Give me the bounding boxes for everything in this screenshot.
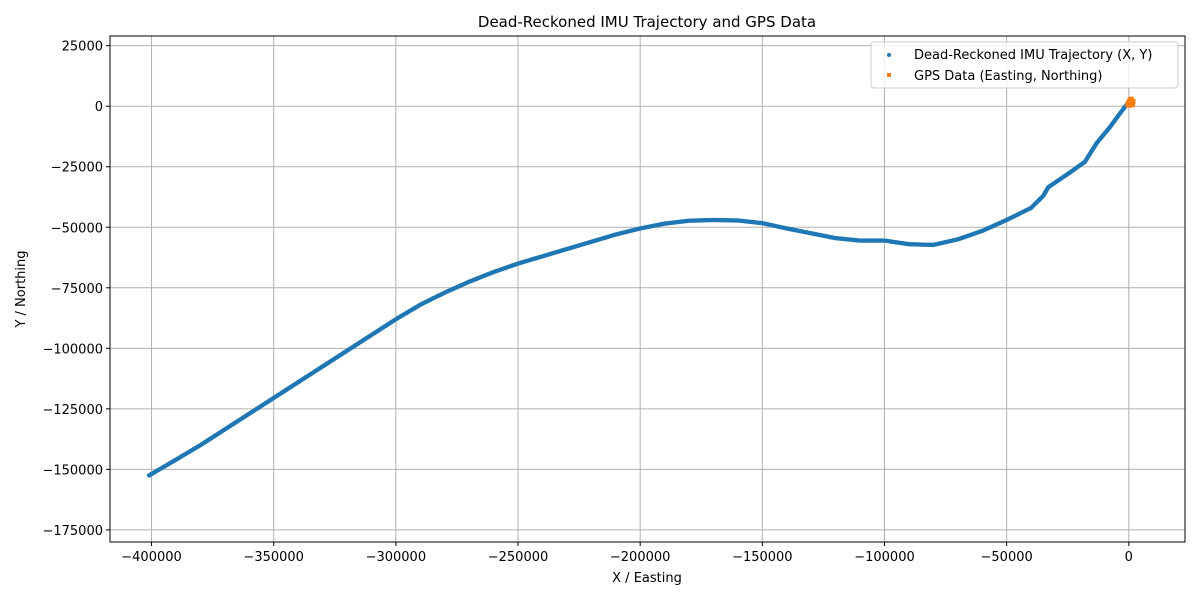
x-tick-label: −250000 [488,550,549,565]
y-axis-label: Y / Northing [14,250,29,328]
plot-frame [109,35,1186,543]
y-tick-label: −25000 [51,161,103,176]
x-tick-label: −50000 [981,550,1033,565]
y-tick-label: −100000 [42,342,103,357]
x-tick-label: −300000 [366,550,427,565]
data-points-layer [146,96,1136,478]
x-tick-label: −200000 [610,550,671,565]
y-tick-label: −75000 [51,282,103,297]
chart-title: Dead-Reckoned IMU Trajectory and GPS Dat… [478,13,816,31]
gps-point [1125,100,1131,106]
y-tick-label: −50000 [51,221,103,236]
x-tick-label: −350000 [243,550,304,565]
ticks-layer: −400000 −350000 −300000 −250000 −200000 −1500… [42,40,1132,565]
legend-marker-gps [887,73,891,77]
grid-layer [110,36,1185,542]
x-tick-label: −400000 [121,550,182,565]
legend-box [870,41,1179,89]
gps-point [1130,98,1136,104]
x-tick-label: 0 [1125,550,1133,565]
legend-marker-imu [887,53,891,57]
y-tick-label: −175000 [42,524,103,539]
y-tick-label: 25000 [62,40,103,55]
y-tick-label: −150000 [42,463,103,478]
gps-point [1129,102,1135,108]
legend-label-imu: Dead-Reckoned IMU Trajectory (X, Y) [914,48,1152,63]
x-tick-label: −100000 [854,550,915,565]
y-tick-label: −125000 [42,403,103,418]
x-tick-label: −150000 [732,550,793,565]
x-axis-label: X / Easting [612,571,682,586]
legend-label-gps: GPS Data (Easting, Northing) [914,69,1103,84]
y-tick-label: 0 [95,100,103,115]
legend: Dead-Reckoned IMU Trajectory (X, Y) GPS … [870,41,1179,89]
